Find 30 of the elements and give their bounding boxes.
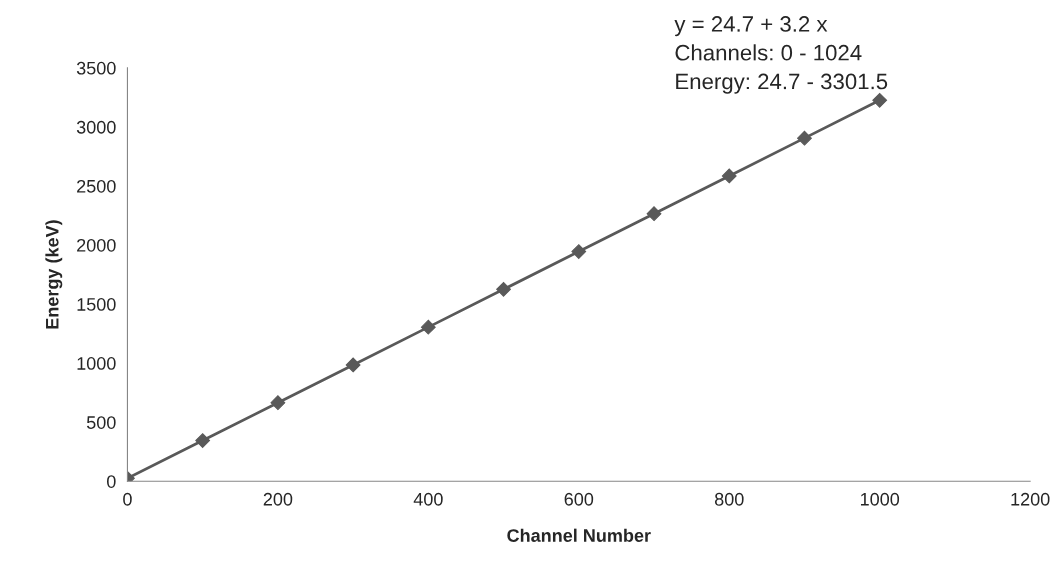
y-tick-label: 500 [86, 416, 116, 429]
y-tick-label: 1000 [77, 357, 116, 370]
point [345, 357, 361, 373]
point [420, 319, 436, 335]
y-tick-label: 1500 [77, 298, 116, 311]
point [270, 395, 286, 411]
y-tick-label: 0 [106, 475, 116, 488]
text: y = 24.7 + 3.2 x [674, 16, 828, 37]
point [872, 92, 888, 108]
point [646, 206, 662, 222]
x-tick-label: 200 [263, 492, 293, 506]
y-tick-label: 2000 [77, 238, 116, 252]
point [496, 281, 511, 297]
y-tick-label: 3000 [76, 120, 116, 134]
y-tick-label: 2500 [77, 179, 116, 193]
x-tick-label: 0 [123, 492, 132, 506]
point [571, 244, 587, 259]
x-tick-label: 800 [714, 492, 744, 506]
y-tick-label: 3500 [76, 61, 116, 75]
y-axis-title: Energy (keV) [45, 220, 63, 329]
point [797, 130, 812, 146]
x-tick-label: 600 [564, 492, 594, 506]
point [195, 433, 211, 448]
x-tick-label: 1200 [1011, 492, 1050, 506]
x-axis-title: Channel Number [507, 528, 651, 542]
x-tick-label: 1000 [860, 492, 900, 506]
annotation: Energy: 24.7 - 3301.5 [676, 73, 888, 94]
x-tick-label: 400 [413, 492, 443, 506]
point [721, 168, 737, 184]
text: Channels: 0 - 1024 [675, 44, 862, 61]
